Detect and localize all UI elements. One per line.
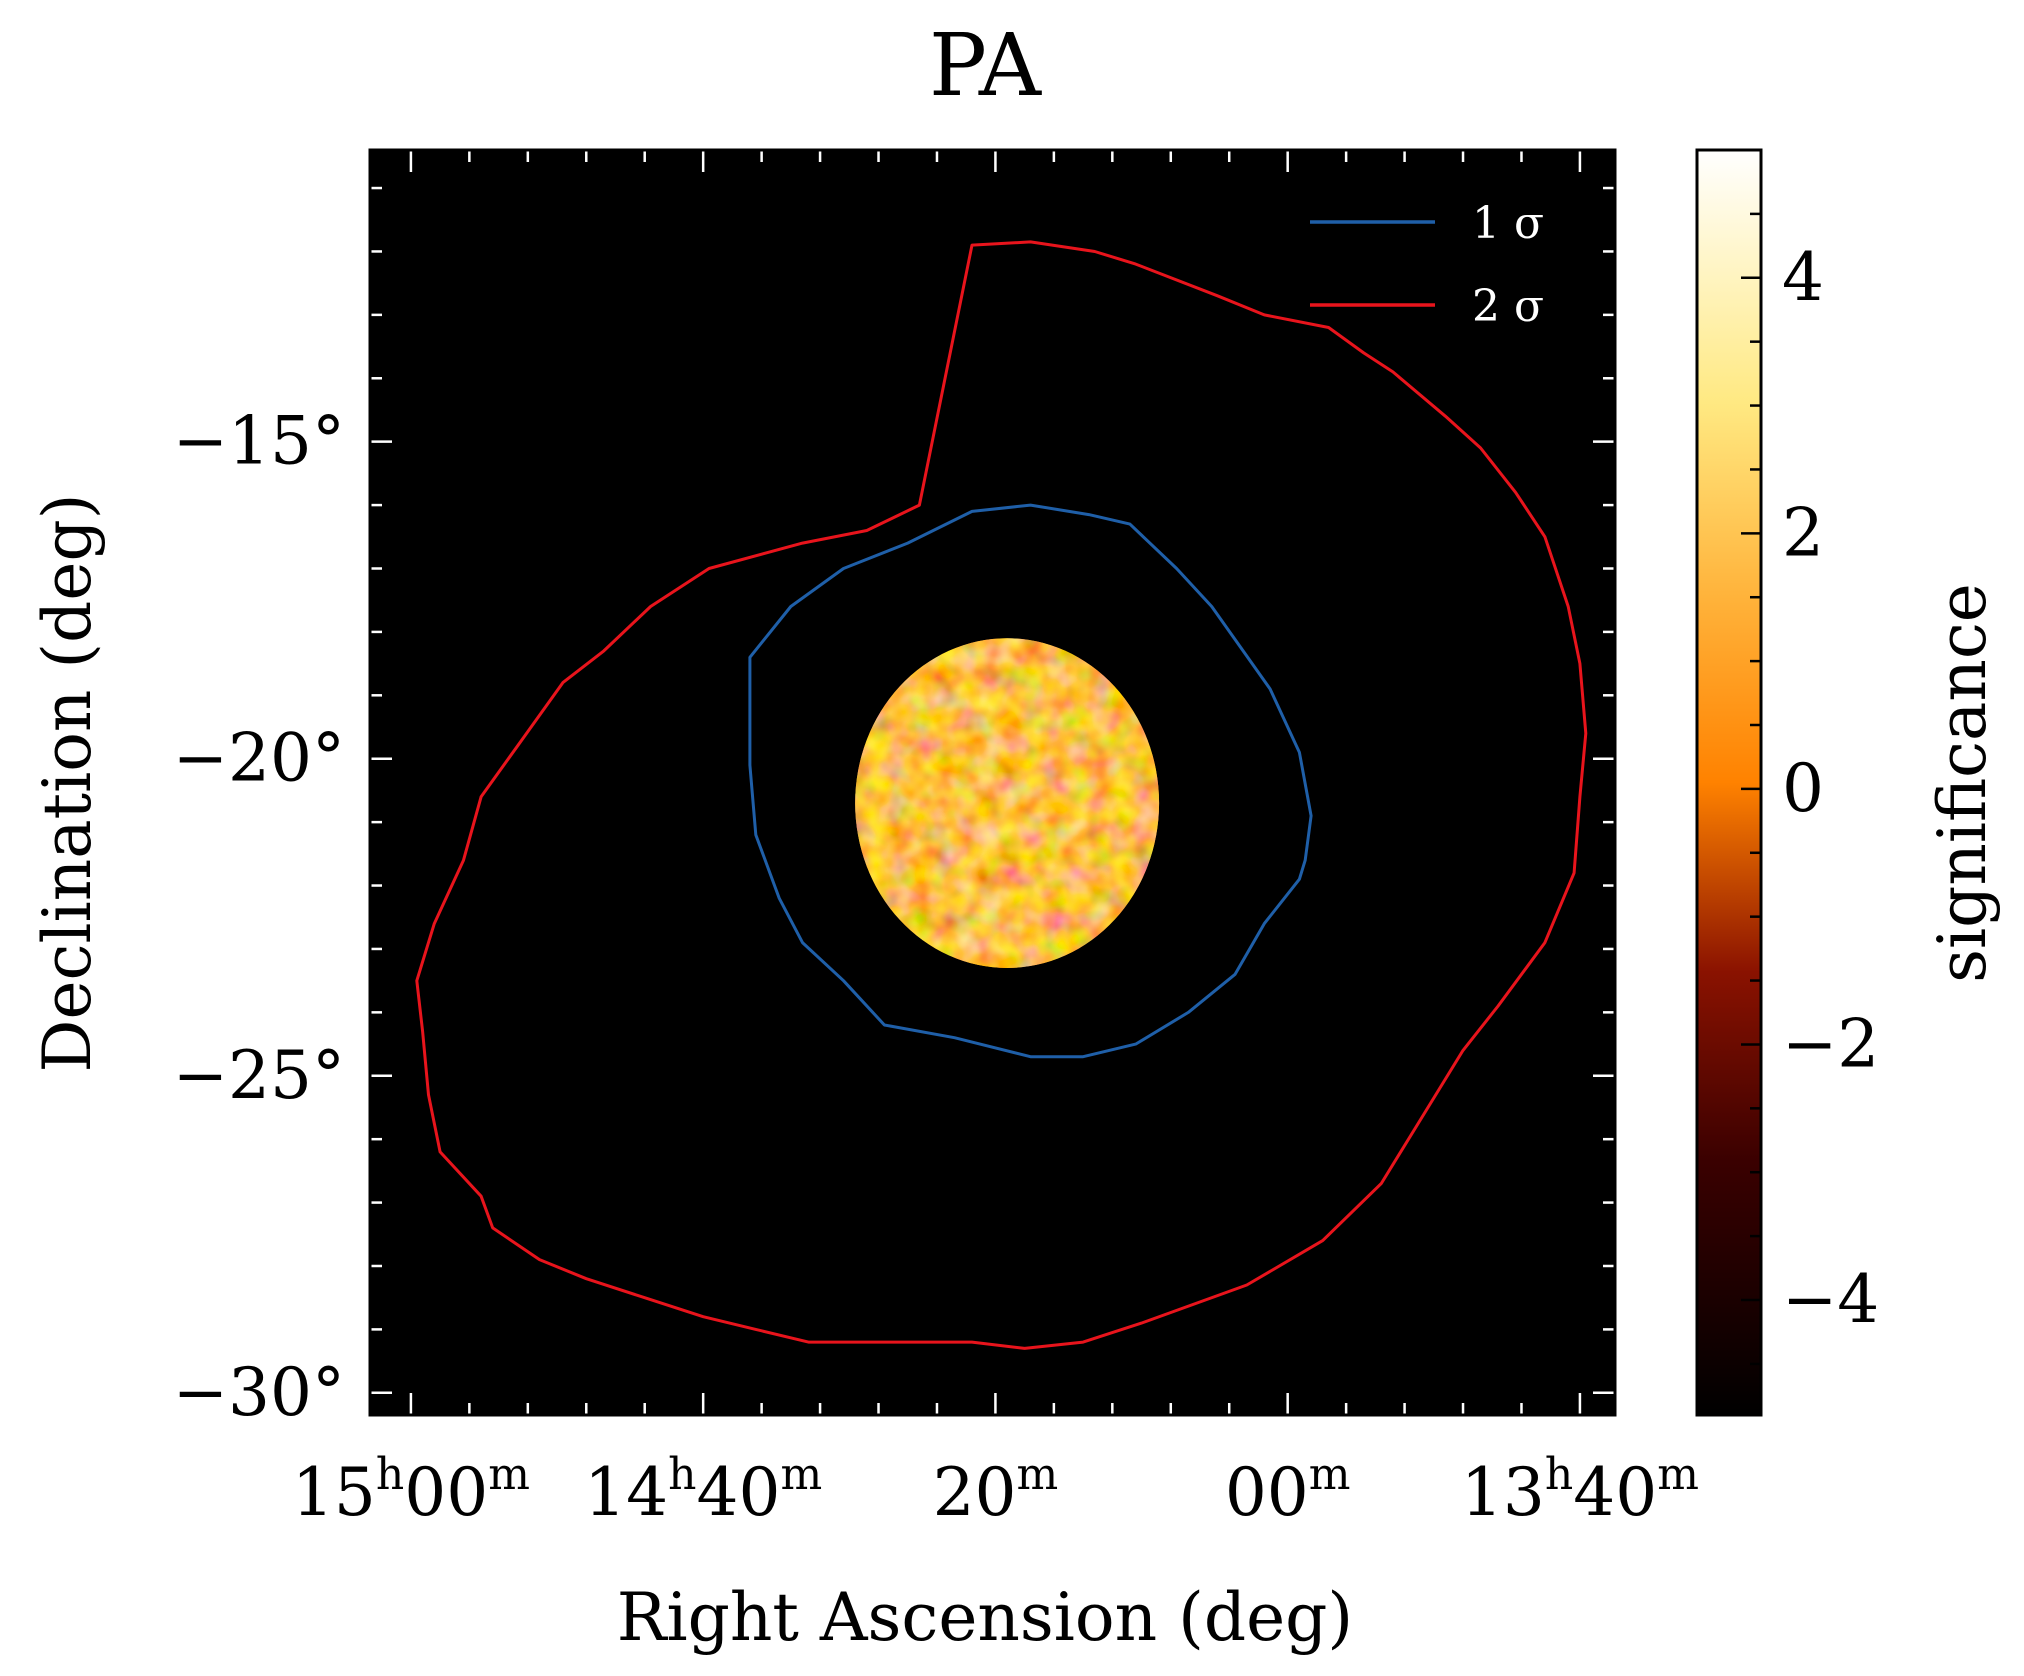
x-axis-label: Right Ascension (deg) [617,1579,1353,1656]
axis-ticks [370,150,1615,1415]
chart-title: PA [929,16,1042,116]
colorbar-tick-label: −2 [1782,1005,1879,1082]
legend-label-2sigma: 2 σ [1472,281,1544,332]
y-tick-label: −30° [173,1354,345,1431]
x-tick-label: 00m [1225,1449,1351,1531]
x-tick-label: 14h40m [584,1449,822,1531]
y-tick-label: −20° [173,720,345,797]
contour-lines [415,240,1588,1350]
legend-label-1sigma: 1 σ [1472,198,1544,249]
x-tick-label: 13h40m [1461,1449,1699,1531]
legend: 1 σ 2 σ [1310,198,1544,332]
contour-1sigma [748,503,1313,1059]
significance-disk-noise [855,638,1160,968]
x-tick-label: 15h00m [292,1449,530,1531]
colorbar-tick-label: −4 [1782,1261,1879,1338]
y-tick-label: −15° [173,403,345,480]
colorbar-tick-label: 2 [1782,494,1824,571]
contour-2sigma [415,240,1588,1350]
y-tick-label: −25° [173,1037,345,1114]
plot-frame [368,148,1617,1417]
x-tick-label: 20m [933,1449,1059,1531]
colorbar-tick-label: 4 [1782,239,1824,316]
x-tick-labels: 15h00m 14h40m 20m 00m 13h40m [292,1449,1699,1531]
colorbar-ticks: 4 2 0 −2 −4 [1741,212,1879,1366]
plot-area [368,148,1617,1417]
colorbar-gradient [1695,148,1763,1417]
colorbar: 4 2 0 −2 −4 significance [1695,148,2001,1417]
significance-map [855,638,1160,968]
y-tick-labels: −15° −20° −25° −30° [173,403,345,1431]
colorbar-label: significance [1924,583,2001,983]
y-axis-label: Declination (deg) [29,494,106,1073]
colorbar-tick-label: 0 [1782,750,1824,827]
